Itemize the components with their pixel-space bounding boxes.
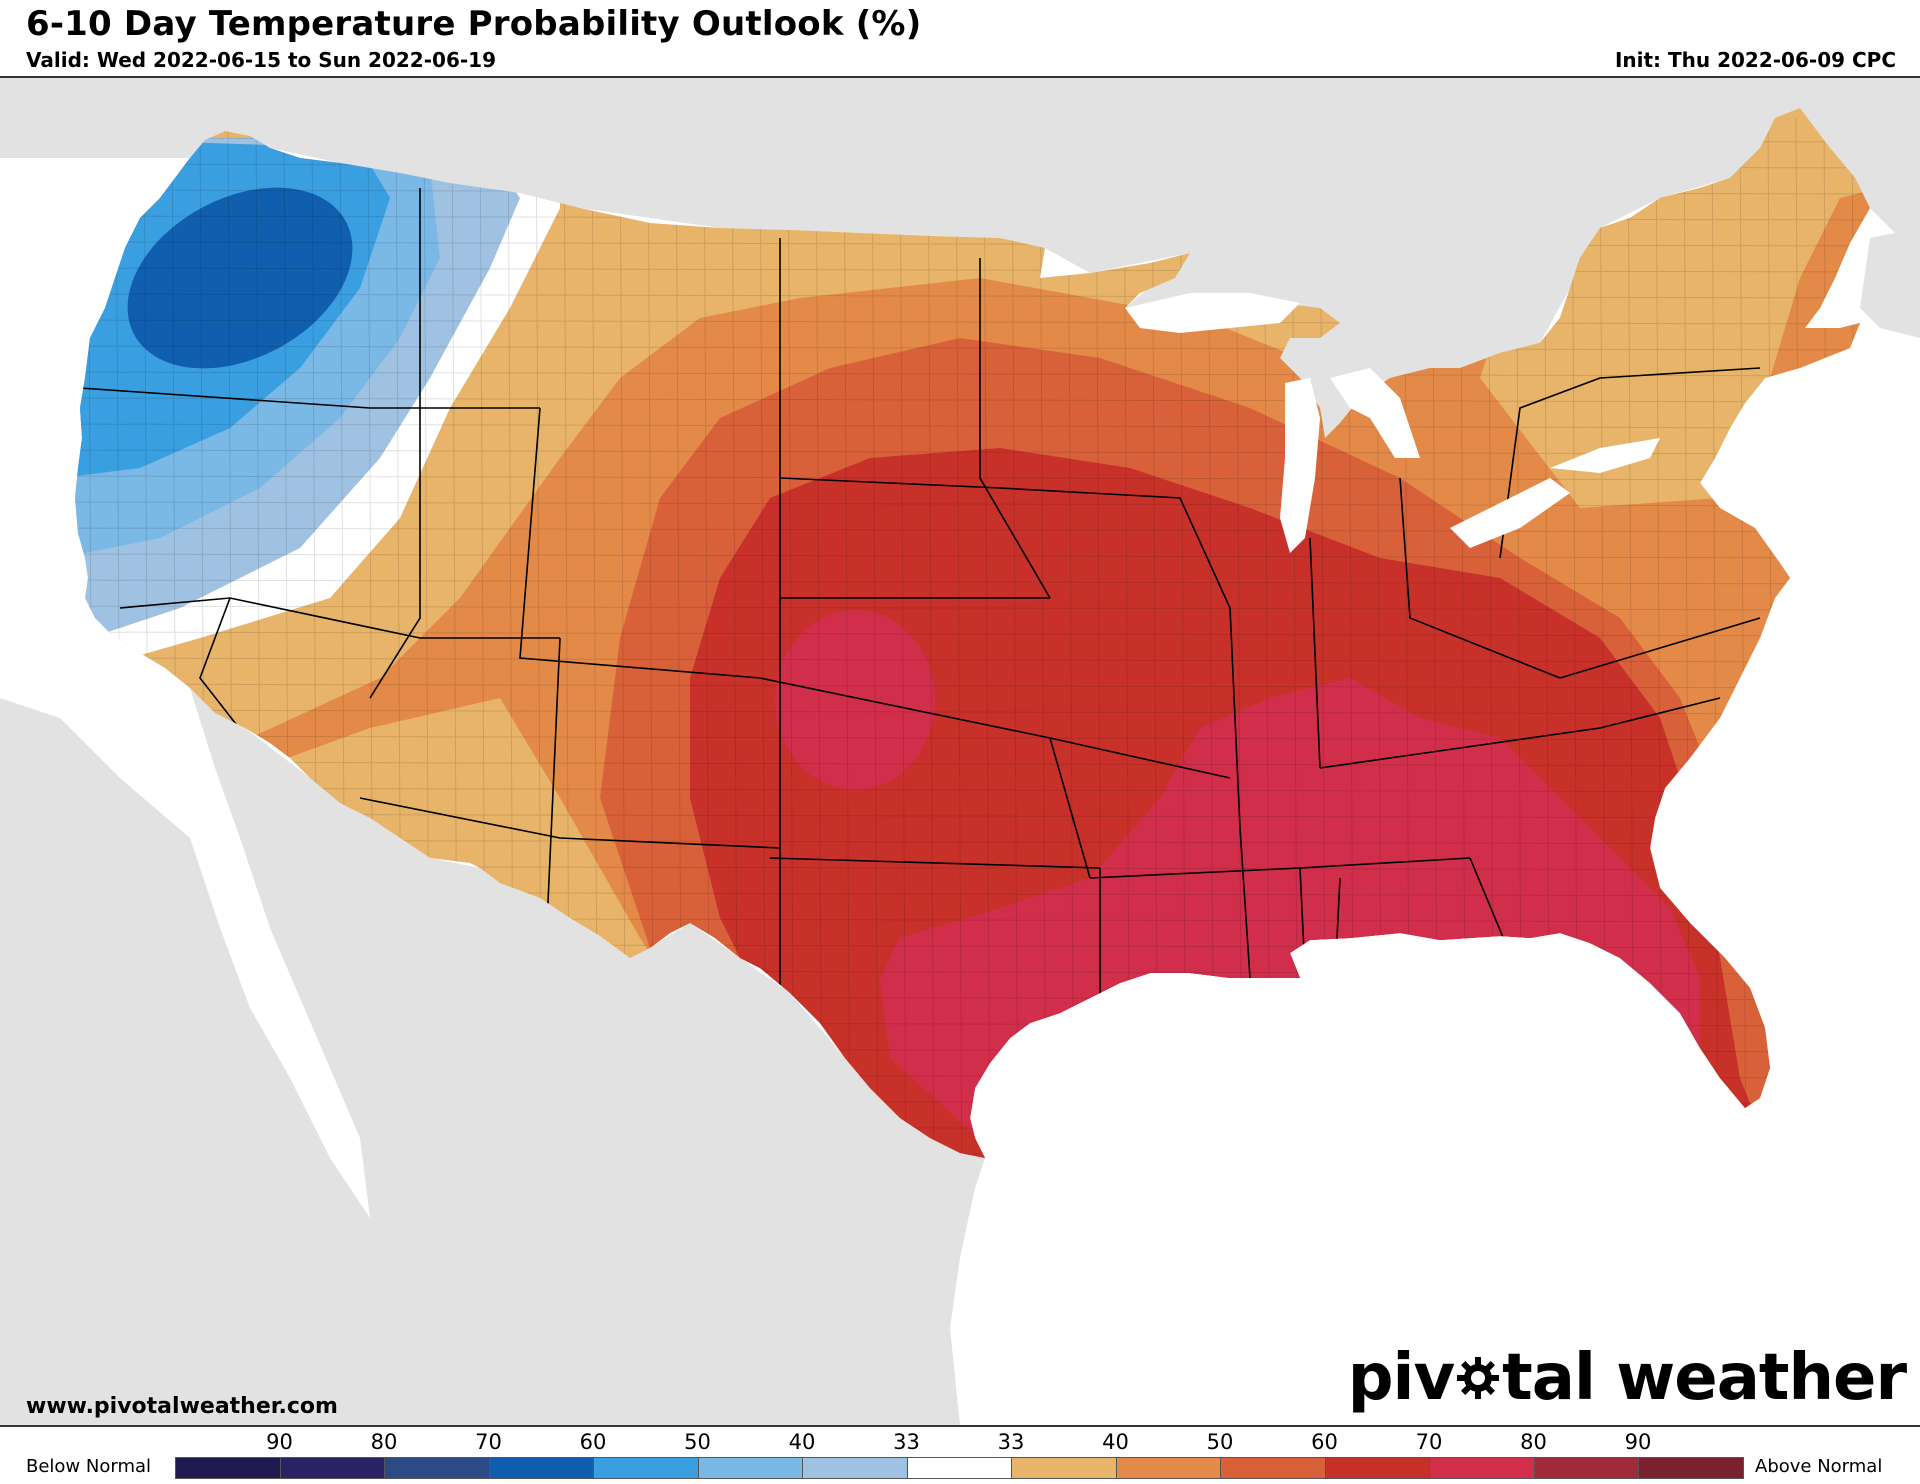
legend-tick: 60	[579, 1430, 607, 1454]
logo-text-start: piv	[1347, 1341, 1455, 1415]
map-panel[interactable]	[0, 76, 1920, 1427]
legend-tick: 70	[1415, 1430, 1443, 1454]
init-time: Init: Thu 2022-06-09 CPC	[1614, 48, 1896, 72]
legend-swatch	[384, 1457, 490, 1479]
legend-swatch	[488, 1457, 594, 1479]
legend-tick: 60	[1311, 1430, 1338, 1454]
legend-tick: 70	[475, 1430, 502, 1454]
legend-swatch	[802, 1457, 908, 1479]
legend-swatch	[1638, 1457, 1744, 1479]
county-lines	[75, 117, 1870, 1158]
legend-tick: 90	[266, 1430, 293, 1454]
legend-tick: 80	[370, 1430, 398, 1454]
pivotal-weather-logo: piv tal weather	[1347, 1340, 1907, 1416]
legend-swatch	[1220, 1457, 1326, 1479]
legend-swatch	[697, 1457, 803, 1479]
legend-tick: 33	[997, 1430, 1025, 1454]
logo-text-end: tal weather	[1502, 1341, 1907, 1415]
legend-swatch	[1533, 1457, 1639, 1479]
legend-below-label: Below Normal	[26, 1456, 152, 1477]
legend-swatch	[1115, 1457, 1221, 1479]
legend-swatch	[906, 1457, 1012, 1479]
legend-tick: 50	[1206, 1430, 1234, 1454]
valid-period: Valid: Wed 2022-06-15 to Sun 2022-06-19	[26, 48, 496, 72]
legend-tick: 40	[1102, 1430, 1129, 1454]
outlook-map[interactable]	[0, 78, 1920, 1425]
legend-swatch	[279, 1457, 385, 1479]
legend-above-label: Above Normal	[1755, 1456, 1883, 1477]
great-lakes	[1125, 293, 1660, 553]
legend-swatch	[1324, 1457, 1430, 1479]
legend-swatch	[175, 1457, 281, 1479]
legend-swatch	[593, 1457, 699, 1479]
legend-tick: 40	[788, 1430, 816, 1454]
gear-icon	[1457, 1357, 1500, 1399]
page-title: 6-10 Day Temperature Probability Outlook…	[26, 4, 922, 44]
legend-tick: 90	[1624, 1430, 1652, 1454]
website-url[interactable]: www.pivotalweather.com	[26, 1394, 338, 1419]
color-legend: Below Normal Above Normal 90 80 70 60 50 40 33…	[0, 1428, 1920, 1484]
legend-tick: 50	[684, 1430, 711, 1454]
legend-swatch	[1429, 1457, 1535, 1479]
legend-tick: 80	[1520, 1430, 1547, 1454]
canada-land	[0, 78, 1920, 438]
mexico-land	[0, 688, 985, 1425]
legend-swatch	[1011, 1457, 1117, 1479]
legend-tick: 33	[893, 1430, 920, 1454]
